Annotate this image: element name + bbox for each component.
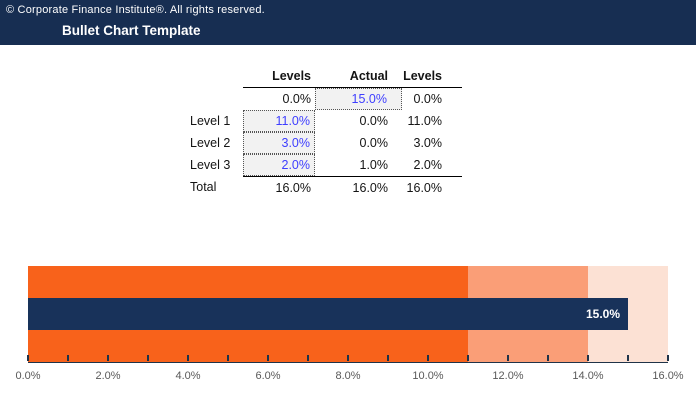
table-cell: 3.0% — [413, 136, 443, 150]
row-label-level-1: Level 1 — [190, 114, 231, 128]
row-label-level-3: Level 3 — [190, 158, 231, 172]
x-axis-line — [28, 361, 668, 363]
axis-tick — [27, 355, 29, 361]
table-cell: 0.0% — [282, 92, 312, 106]
axis-tick — [147, 355, 149, 361]
axis-tick — [187, 355, 189, 361]
x-axis-tick-label: 4.0% — [175, 370, 201, 382]
axis-tick — [667, 355, 669, 361]
row-label-level-2: Level 2 — [190, 136, 231, 150]
input-cell-level-1[interactable]: 11.0% — [243, 110, 315, 132]
axis-tick — [227, 355, 229, 361]
total-cell: 16.0% — [315, 176, 402, 198]
page-title: Bullet Chart Template — [62, 23, 201, 38]
input-cell-level-2[interactable]: 3.0% — [243, 132, 315, 154]
total-cell: 16.0% — [402, 176, 462, 198]
col-header-levels-1: Levels — [243, 64, 315, 88]
table-cell: 1.0% — [359, 158, 389, 172]
table-cell: 0.0% — [359, 136, 389, 150]
axis-tick — [547, 355, 549, 361]
axis-tick — [427, 355, 429, 361]
x-axis-tick-label: 2.0% — [95, 370, 121, 382]
axis-tick — [387, 355, 389, 361]
x-axis-tick-label: 6.0% — [255, 370, 281, 382]
axis-tick — [467, 355, 469, 361]
actual-value-label: 15.0% — [585, 307, 620, 321]
row-label-total: Total — [190, 180, 217, 194]
input-cell-actual[interactable]: 15.0% — [315, 88, 402, 110]
x-axis-tick-label: 14.0% — [572, 370, 604, 382]
axis-tick — [107, 355, 109, 361]
table-cell: 2.0% — [413, 158, 443, 172]
axis-tick — [507, 355, 509, 361]
col-header-actual: Actual — [315, 64, 402, 88]
bullet-chart: 15.0% — [27, 266, 669, 363]
x-axis-tick-label: 16.0% — [652, 370, 684, 382]
table-cell: 0.0% — [413, 92, 443, 106]
axis-tick — [307, 355, 309, 361]
total-cell: 16.0% — [243, 176, 315, 198]
x-axis-tick-label: 10.0% — [412, 370, 444, 382]
axis-tick — [267, 355, 269, 361]
x-axis-tick-label: 0.0% — [15, 370, 41, 382]
levels-table: Levels Actual Levels 0.0% 15.0% 0.0% Lev… — [186, 64, 462, 198]
axis-tick — [587, 355, 589, 361]
axis-tick — [347, 355, 349, 361]
copyright-text: © Corporate Finance Institute®. All righ… — [6, 4, 265, 16]
axis-tick — [67, 355, 69, 361]
x-axis: 0.0% 2.0% 4.0% 6.0% 8.0% 10.0% 12.0% 14.0% 16.0% — [15, 370, 683, 386]
actual-value-bar: 15.0% — [28, 298, 628, 330]
table-cell: 0.0% — [359, 114, 389, 128]
row-label — [186, 88, 243, 110]
x-axis-tick-label: 12.0% — [492, 370, 524, 382]
table-corner — [186, 64, 243, 88]
table-cell: 11.0% — [407, 114, 442, 128]
axis-tick — [627, 355, 629, 361]
col-header-levels-2: Levels — [402, 64, 462, 88]
header-bar: © Corporate Finance Institute®. All righ… — [0, 0, 696, 45]
x-axis-tick-label: 8.0% — [335, 370, 361, 382]
input-cell-level-3[interactable]: 2.0% — [243, 154, 315, 176]
